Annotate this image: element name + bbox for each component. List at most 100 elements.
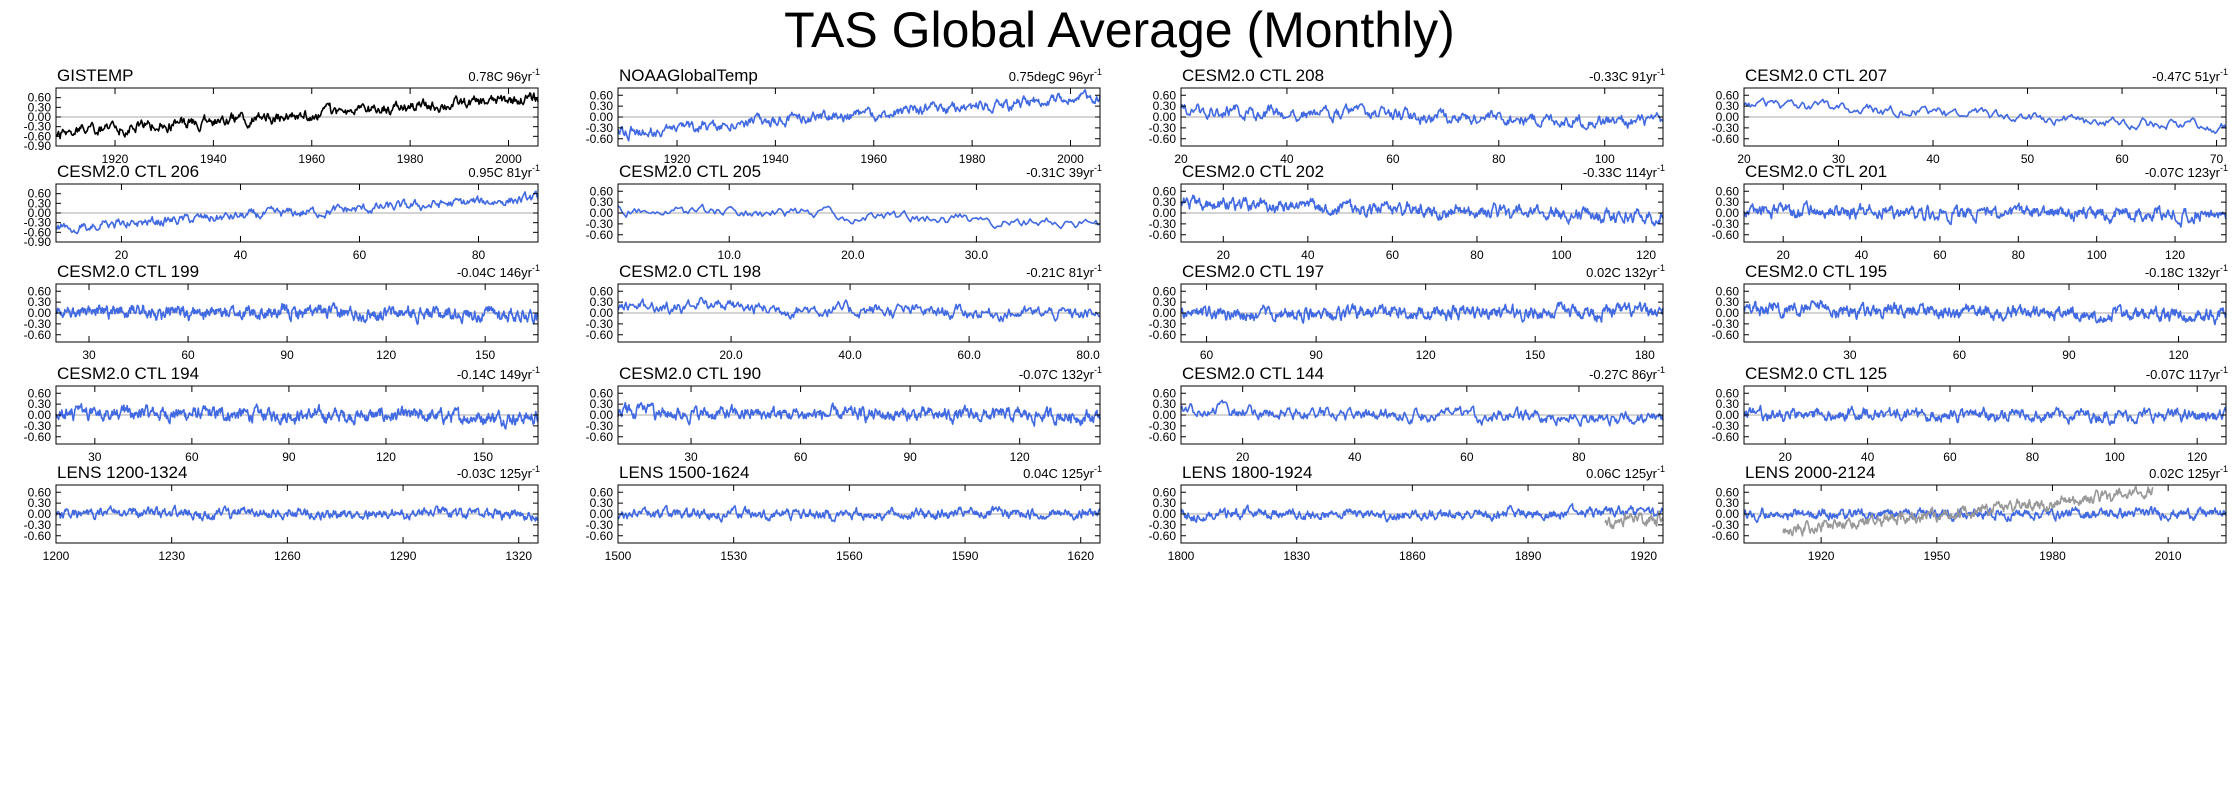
x-tick-label: 80 [1572,450,1586,464]
y-tick-label: 0.30 [1153,99,1177,113]
panel-title: LENS 1800-1924 [1182,463,1312,482]
x-tick-label: 20 [1174,152,1188,166]
x-tick-label: 120 [376,450,396,464]
panel-title: CESM2.0 CTL 125 [1745,364,1887,383]
y-tick-label: -0.30 [1149,121,1177,135]
x-tick-label: 180 [1635,348,1655,362]
x-tick-label: 20 [1777,248,1791,262]
y-tick-label: 0.30 [590,295,614,309]
x-tick-label: 120 [1416,348,1436,362]
x-tick-label: 60 [1386,248,1400,262]
y-tick-label: 0.00 [590,206,614,220]
panel: GISTEMP 0.78C 96yr -1 0.600.300.00-0.30-0.6… [24,66,540,166]
y-tick-label: 0.60 [590,184,614,198]
series-line [1180,502,1664,523]
panel: CESM2.0 CTL 195 -0.18C 132yr -1 0.600.300.0… [1712,262,2228,362]
y-tick-label: -0.30 [24,216,52,230]
x-tick-label: 90 [903,450,917,464]
panel-title: LENS 2000-2124 [1745,463,1875,482]
x-tick-label: 1960 [860,152,887,166]
panel: CESM2.0 CTL 198 -0.21C 81yr -1 0.600.300.00… [586,262,1102,362]
x-tick-label: 80 [1470,248,1484,262]
y-tick-label: -0.30 [1149,217,1177,231]
y-tick-label: -0.30 [1149,518,1177,532]
panel: CESM2.0 CTL 207 -0.47C 51yr -1 0.600.300.00… [1712,66,2228,166]
y-tick-label: -0.60 [24,225,52,239]
panel-trend: -0.33C 114yr [1583,165,1658,180]
panel-title: CESM2.0 CTL 195 [1745,262,1887,281]
x-tick-label: 90 [2062,348,2076,362]
y-tick-label: -0.60 [586,529,614,543]
x-tick-label: 30 [684,450,698,464]
panel-title: GISTEMP [57,66,134,85]
series-line [55,190,539,235]
x-tick-label: 60 [1460,450,1474,464]
series-line [617,504,1101,523]
x-tick-label: 60 [1943,450,1957,464]
y-tick-label: 0.00 [1716,206,1740,220]
panel-title: CESM2.0 CTL 197 [1182,262,1324,281]
panel-trend: -0.04C 146yr [457,265,533,280]
series-line [55,92,539,140]
x-tick-label: 1920 [664,152,691,166]
y-tick-label: -0.60 [586,430,614,444]
x-tick-label: 1940 [762,152,789,166]
series-line [55,504,539,522]
x-tick-label: 150 [475,348,495,362]
series-line [617,89,1101,142]
x-tick-label: 1290 [390,549,417,563]
y-tick-label: -0.60 [1149,328,1177,342]
x-tick-label: 60 [185,450,199,464]
x-tick-label: 60 [1200,348,1214,362]
y-tick-label: 0.00 [590,408,614,422]
panel: LENS 1800-1924 0.06C 125yr -10.600.300.00-… [1149,463,1665,563]
y-tick-label: 0.60 [1153,88,1177,102]
panel-trend: -0.33C 91yr [1589,69,1658,84]
series-line [617,401,1101,427]
series-line [1743,404,2227,426]
x-tick-label: 1800 [1168,549,1195,563]
series-line [1604,510,1664,530]
y-tick-label: -0.60 [1149,228,1177,242]
panel: NOAAGlobalTemp 0.75degC 96yr -1 0.600.300.0… [586,66,1102,166]
series-line [1180,399,1664,427]
y-tick-label: -0.30 [1149,419,1177,433]
y-tick-label: -0.30 [586,518,614,532]
x-tick-label: 1230 [158,549,185,563]
x-tick-label: 120 [2169,348,2189,362]
panel-trend-unit: -1 [1657,163,1665,173]
panel-trend: 0.06C 125yr [1586,466,1657,481]
y-tick-label: 0.00 [1716,408,1740,422]
x-tick-label: 20.0 [841,248,865,262]
y-tick-label: 0.00 [590,306,614,320]
panel-trend: -0.21C 81yr [1026,265,1095,280]
y-tick-label: -0.60 [24,430,52,444]
y-tick-label: -0.60 [1712,132,1740,146]
y-tick-label: 0.30 [1716,99,1740,113]
y-tick-label: -0.30 [24,518,52,532]
panel-trend-unit: -1 [532,263,540,273]
x-tick-label: 1920 [102,152,129,166]
y-tick-label: -0.60 [24,328,52,342]
y-tick-label: 0.30 [28,196,52,210]
y-tick-label: 0.00 [590,110,614,124]
y-tick-label: 0.60 [28,187,52,201]
y-tick-label: 0.60 [590,284,614,298]
x-tick-label: 40 [1301,248,1315,262]
x-tick-label: 1980 [397,152,424,166]
x-tick-label: 40 [1861,450,1875,464]
x-tick-label: 20 [115,248,129,262]
x-tick-label: 1590 [952,549,979,563]
y-tick-label: 0.60 [1153,284,1177,298]
y-tick-label: 0.60 [1153,184,1177,198]
panel-title: CESM2.0 CTL 198 [619,262,761,281]
y-tick-label: -0.30 [1149,317,1177,331]
panel-trend-unit: -1 [532,365,540,375]
series-line [617,203,1101,230]
panel-trend-unit: -1 [1657,365,1665,375]
x-tick-label: 100 [1552,248,1572,262]
panel-trend: 0.02C 132yr [1586,265,1657,280]
x-tick-label: 30 [82,348,96,362]
panel-trend: -0.07C 117yr [2146,367,2221,382]
x-tick-label: 60.0 [957,348,981,362]
